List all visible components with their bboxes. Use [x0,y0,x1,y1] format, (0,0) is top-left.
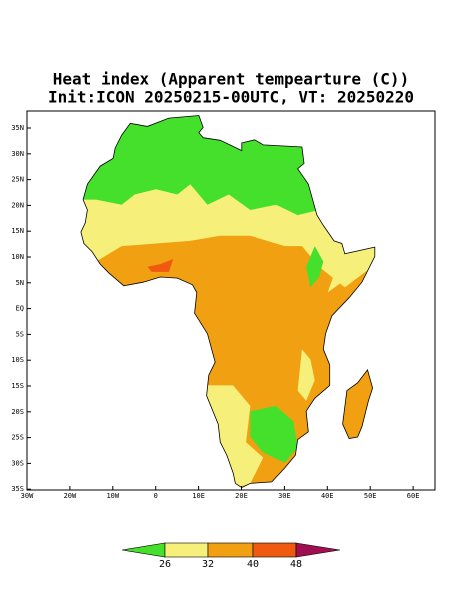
lat-tick-label: 30N [11,150,24,158]
colorbar-label: 26 [159,559,171,570]
colorbar-label: 32 [202,559,214,570]
region-yellow-east [297,349,315,401]
region-green-south [250,406,298,463]
lat-tick-label: 15S [11,382,24,390]
lat-tick-label: 20S [11,408,24,416]
colorbar-segment [252,542,297,558]
lat-tick-label: 35N [11,124,24,132]
lat-tick-label: 10N [11,253,24,261]
title-line-2: Init:ICON 20250215-00UTC, VT: 20250220 [48,88,414,107]
lon-tick-label: 30W [21,492,34,500]
lat-tick-label: 20N [11,201,24,209]
lat-tick-label: 25N [11,176,24,184]
lat-tick-label: EQ [16,305,24,313]
colorbar-segment [164,542,209,558]
lon-tick-label: 50E [364,492,377,500]
region-red-west [147,259,174,272]
lat-tick-label: 15N [11,227,24,235]
lon-tick-label: 10W [106,492,119,500]
lon-tick-label: 20W [64,492,77,500]
colorbar-low [121,542,166,558]
lon-tick-label: 40E [321,492,334,500]
lat-tick-label: 25S [11,434,24,442]
lat-tick-label: 30S [11,459,24,467]
region-yellow-horn [327,246,375,293]
lon-tick-label: 0 [154,492,158,500]
lat-tick-label: 35S [11,485,24,493]
lat-tick-label: 10S [11,356,24,364]
lat-tick-label: 5N [16,279,24,287]
colorbar-label: 48 [290,559,302,570]
lon-tick-label: 60E [407,492,420,500]
title-line-1: Heat index (Apparent tempearture (C)) [53,70,409,89]
lat-tick-label: 5S [16,330,24,338]
coastline [80,115,376,489]
region-green-east [306,246,324,288]
colorbar-label: 40 [247,559,259,570]
lon-tick-label: 20E [235,492,248,500]
lon-tick-label: 10E [192,492,205,500]
lon-tick-label: 30E [278,492,291,500]
colorbar-segment [207,542,254,558]
colorbar-high [295,542,341,558]
